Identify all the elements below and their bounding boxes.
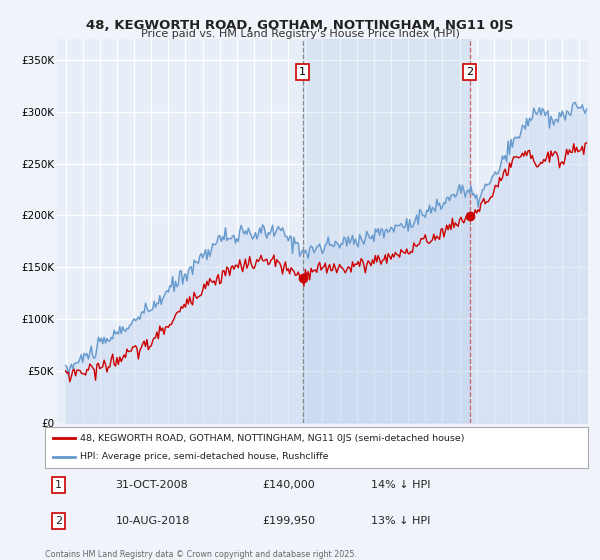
Text: 31-OCT-2008: 31-OCT-2008 [116, 480, 188, 490]
Text: HPI: Average price, semi-detached house, Rushcliffe: HPI: Average price, semi-detached house,… [80, 452, 329, 461]
Bar [302, 39, 470, 423]
Text: £140,000: £140,000 [262, 480, 315, 490]
Text: 10-AUG-2018: 10-AUG-2018 [116, 516, 190, 526]
Text: 2: 2 [466, 67, 473, 77]
Text: 1: 1 [299, 67, 306, 77]
Text: Contains HM Land Registry data © Crown copyright and database right 2025.
This d: Contains HM Land Registry data © Crown c… [45, 550, 357, 560]
Text: 48, KEGWORTH ROAD, GOTHAM, NOTTINGHAM, NG11 0JS (semi-detached house): 48, KEGWORTH ROAD, GOTHAM, NOTTINGHAM, N… [80, 433, 465, 442]
Text: 48, KEGWORTH ROAD, GOTHAM, NOTTINGHAM, NG11 0JS: 48, KEGWORTH ROAD, GOTHAM, NOTTINGHAM, N… [86, 19, 514, 32]
Text: 2: 2 [55, 516, 62, 526]
Text: 1: 1 [55, 480, 62, 490]
Text: 13% ↓ HPI: 13% ↓ HPI [371, 516, 430, 526]
Text: Price paid vs. HM Land Registry's House Price Index (HPI): Price paid vs. HM Land Registry's House … [140, 29, 460, 39]
Text: £199,950: £199,950 [262, 516, 315, 526]
Text: 14% ↓ HPI: 14% ↓ HPI [371, 480, 430, 490]
